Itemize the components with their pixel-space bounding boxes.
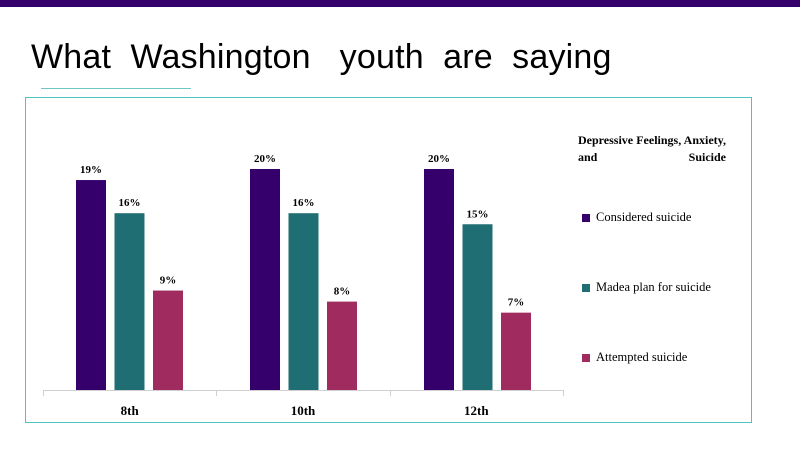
title-underline (41, 88, 191, 89)
legend-swatch-considered (582, 213, 590, 222)
top-accent-bar (0, 0, 800, 7)
legend-swatch-plan (582, 283, 590, 292)
data-label: 20% (428, 153, 450, 165)
bar (288, 213, 319, 390)
legend-item-attempted: Attempted suicide (582, 350, 687, 365)
data-label: 7% (508, 297, 525, 309)
data-label: 19% (80, 164, 102, 176)
bar (501, 312, 531, 390)
bar (424, 169, 454, 390)
x-tick-label: 12th (464, 403, 489, 418)
bar (462, 224, 493, 390)
bar (76, 180, 106, 390)
data-label: 9% (160, 275, 177, 287)
data-label: 20% (254, 153, 276, 165)
data-label: 16% (293, 197, 315, 209)
bar (114, 213, 145, 390)
x-tick-label: 10th (291, 403, 316, 418)
legend-item-plan: Madea plan for suicide (582, 280, 711, 295)
bar (153, 290, 183, 390)
legend-label-considered: Considered suicide (596, 210, 692, 224)
data-label: 8% (334, 286, 351, 298)
slide-title: What Washington youth are saying (31, 38, 612, 76)
legend-title: Depressive Feelings, Anxiety, and Suicid… (578, 133, 726, 164)
chart-frame (25, 97, 752, 423)
legend-label-plan: Madea plan for suicide (596, 280, 711, 294)
legend-swatch-attempted (582, 353, 590, 362)
data-label: 15% (467, 208, 489, 220)
legend-item-considered: Considered suicide (582, 210, 691, 225)
legend-label-attempted: Attempted suicide (596, 350, 688, 364)
bar (327, 301, 357, 390)
data-label: 16% (119, 197, 141, 209)
chart-legend: Depressive Feelings, Anxiety, and Suicid… (578, 132, 726, 364)
bar (250, 169, 280, 390)
x-tick-label: 8th (121, 403, 140, 418)
